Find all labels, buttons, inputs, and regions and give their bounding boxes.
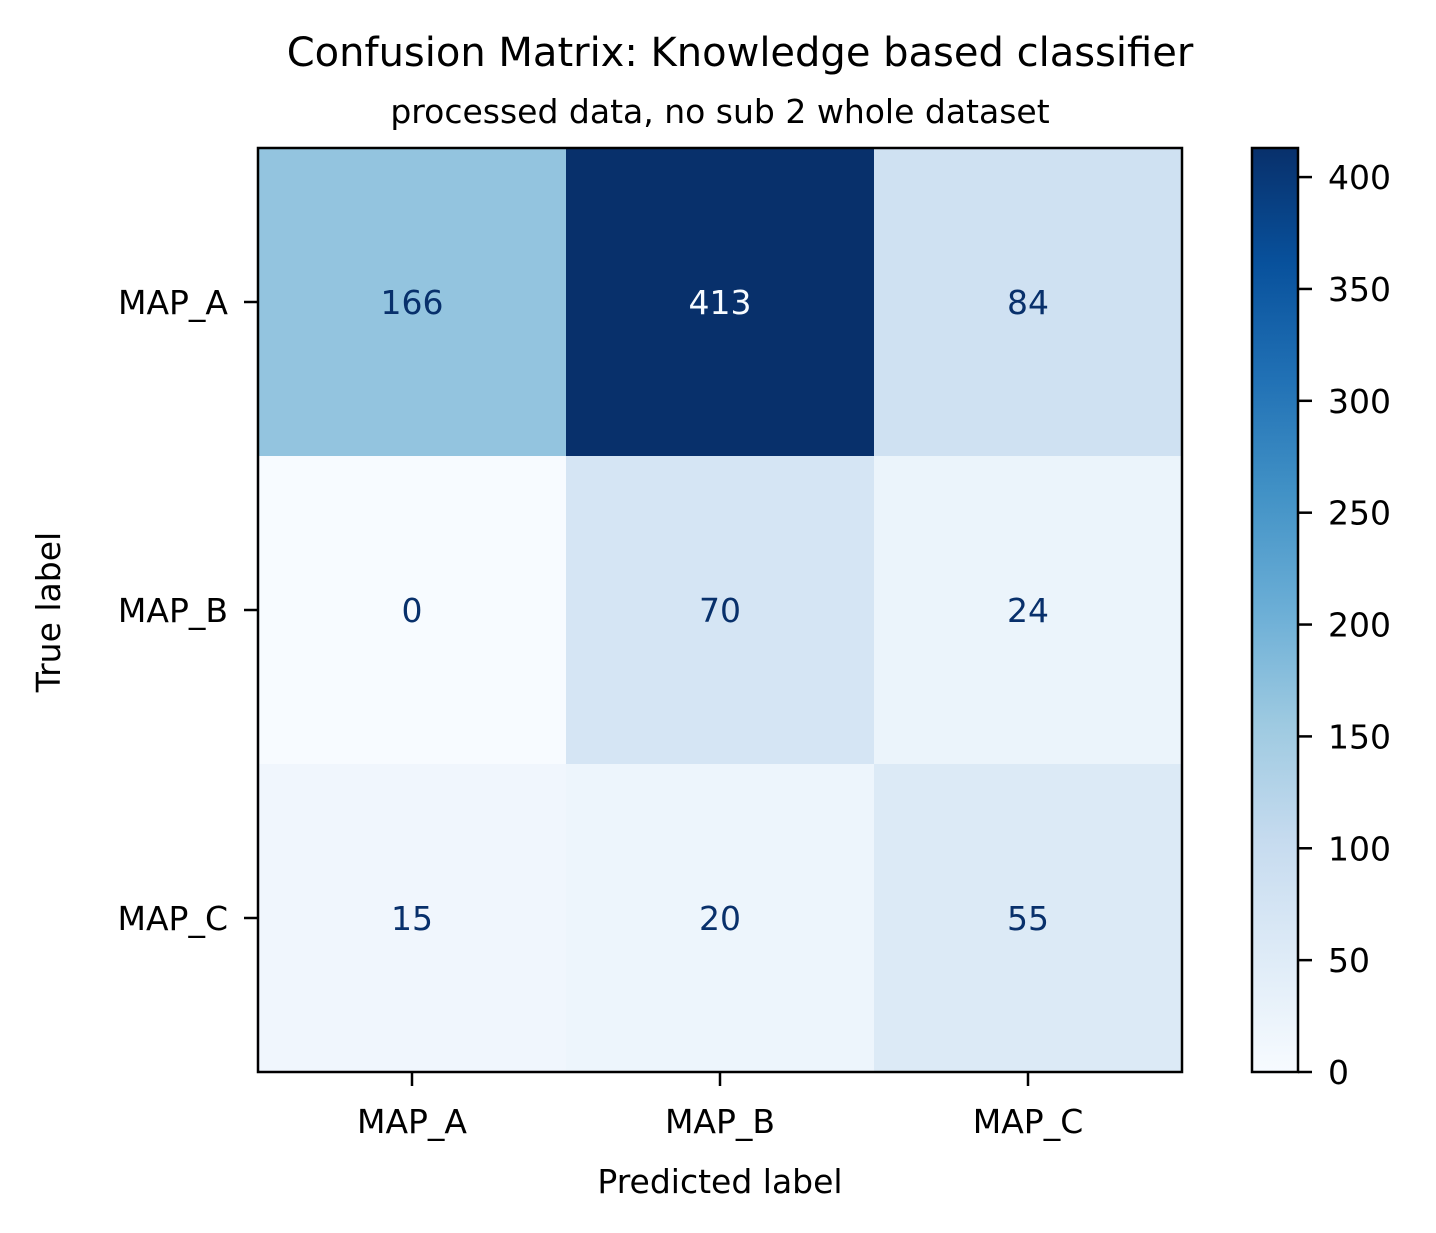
y-tick-label: MAP_C [118,899,229,938]
heatmap-cell [566,148,875,457]
chart-title: Confusion Matrix: Knowledge based classi… [287,30,1194,76]
colorbar-tick-label: 400 [1328,158,1391,197]
chart-subtitle: processed data, no sub 2 whole dataset [390,92,1049,131]
cell-value-label: 24 [1007,591,1049,630]
heatmap-cell [566,764,875,1073]
x-tick-label: MAP_B [665,1102,775,1141]
x-tick-label: MAP_C [973,1102,1084,1141]
cell-value-label: 0 [402,591,423,630]
colorbar-tick-label: 50 [1328,941,1370,980]
colorbar-tick-label: 350 [1328,270,1391,309]
y-tick-label: MAP_A [118,283,228,322]
heatmap-cell [258,148,567,457]
cell-value-label: 15 [391,899,433,938]
heatmap-cell-labels: 166 413 84 0 70 24 15 20 55 [381,283,1050,938]
heatmap-cell [566,456,875,765]
heatmap-cell [874,456,1183,765]
y-axis-label: True label [29,532,68,693]
cell-value-label: 55 [1007,899,1049,938]
colorbar [1250,146,1300,1074]
colorbar-ticks: 0 50 100 150 200 250 300 350 400 [1298,158,1391,1092]
cell-value-label: 166 [381,283,444,322]
cell-value-label: 20 [699,899,741,938]
colorbar-tick-label: 0 [1328,1053,1349,1092]
y-tick-label: MAP_B [118,591,228,630]
colorbar-tick-label: 100 [1328,829,1391,868]
heatmap-cell [258,764,567,1073]
colorbar-tick-label: 250 [1328,494,1391,533]
heatmap-cell [874,148,1183,457]
colorbar-tick-label: 300 [1328,382,1391,421]
heatmap-cells [258,148,1183,1073]
cell-value-label: 413 [689,283,752,322]
heatmap-cell [258,456,567,765]
y-axis-ticks: MAP_A MAP_B MAP_C [118,283,258,938]
colorbar-tick-label: 150 [1328,717,1391,756]
cell-value-label: 84 [1007,283,1049,322]
x-axis-ticks: MAP_A MAP_B MAP_C [357,1072,1083,1141]
x-tick-label: MAP_A [357,1102,467,1141]
heatmap-cell [874,764,1183,1073]
x-axis-label: Predicted label [597,1162,842,1201]
colorbar-tick-label: 200 [1328,606,1391,645]
cell-value-label: 70 [699,591,741,630]
